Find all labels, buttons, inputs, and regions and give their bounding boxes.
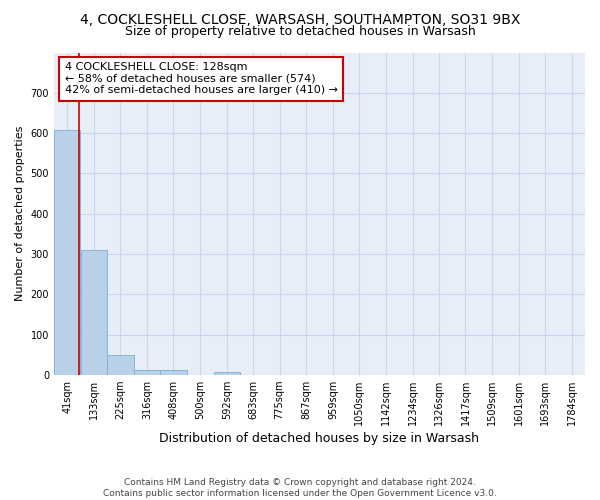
Text: Size of property relative to detached houses in Warsash: Size of property relative to detached ho… bbox=[125, 25, 475, 38]
Bar bbox=[54, 130, 80, 375]
Y-axis label: Number of detached properties: Number of detached properties bbox=[15, 126, 25, 302]
Bar bbox=[160, 370, 187, 375]
Text: 4 COCKLESHELL CLOSE: 128sqm
← 58% of detached houses are smaller (574)
42% of se: 4 COCKLESHELL CLOSE: 128sqm ← 58% of det… bbox=[65, 62, 338, 96]
Bar bbox=[134, 370, 160, 375]
Bar bbox=[80, 250, 107, 375]
Text: Contains HM Land Registry data © Crown copyright and database right 2024.
Contai: Contains HM Land Registry data © Crown c… bbox=[103, 478, 497, 498]
X-axis label: Distribution of detached houses by size in Warsash: Distribution of detached houses by size … bbox=[160, 432, 479, 445]
Bar bbox=[107, 356, 134, 375]
Text: 4, COCKLESHELL CLOSE, WARSASH, SOUTHAMPTON, SO31 9BX: 4, COCKLESHELL CLOSE, WARSASH, SOUTHAMPT… bbox=[80, 12, 520, 26]
Bar bbox=[214, 372, 240, 375]
